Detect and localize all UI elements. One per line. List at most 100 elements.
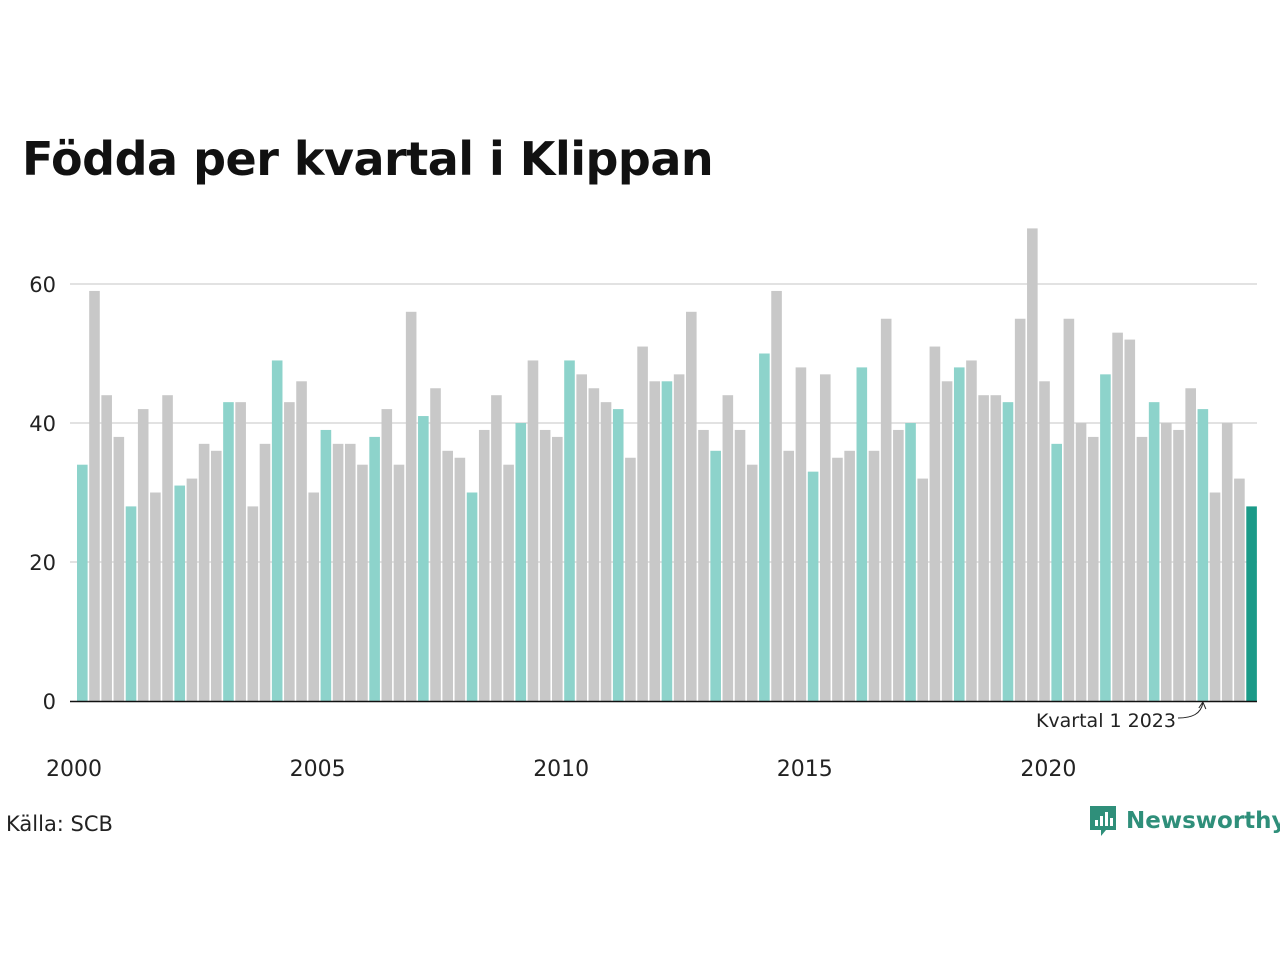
bar: [880, 318, 892, 701]
bar: [1209, 492, 1221, 701]
source-label: Källa: SCB: [6, 812, 113, 836]
y-tick-label: 60: [29, 273, 56, 297]
bar: [296, 381, 307, 701]
bar: [89, 290, 100, 701]
bar: [612, 409, 624, 701]
bar: [113, 436, 125, 701]
bar: [1124, 339, 1136, 701]
bar: [1136, 436, 1148, 701]
bar: [1051, 443, 1062, 701]
bar: [1234, 478, 1245, 701]
bar: [1112, 332, 1123, 701]
bar: [1075, 423, 1087, 701]
bar: [1148, 402, 1160, 701]
newsworthy-logo-icon: [1090, 806, 1116, 836]
bar: [150, 492, 161, 701]
bar: [673, 374, 685, 701]
bar: [686, 311, 697, 701]
bar: [698, 429, 709, 701]
bar: [405, 311, 417, 701]
bar: [259, 443, 271, 701]
chart-title: Födda per kvartal i Klippan: [22, 132, 714, 186]
newsworthy-logo[interactable]: Newsworthy: [1088, 804, 1280, 838]
bar: [771, 290, 782, 701]
bar: [637, 346, 648, 701]
bar: [722, 395, 734, 701]
bar: [369, 436, 380, 701]
bar: [734, 429, 746, 701]
brand-name: Newsworthy: [1126, 808, 1280, 834]
bar: [978, 395, 989, 701]
bar: [588, 388, 600, 701]
bar: [746, 464, 758, 701]
bar: [649, 381, 661, 701]
bar: [893, 429, 904, 701]
y-tick-label: 20: [29, 551, 56, 575]
bar: [284, 402, 295, 701]
x-tick-label: 2000: [46, 757, 102, 782]
bar: [783, 450, 795, 701]
annotation-label: Kvartal 1 2023: [1036, 710, 1176, 732]
bar: [125, 506, 137, 701]
bar: [418, 416, 429, 701]
bar: [381, 409, 393, 701]
bar: [186, 478, 198, 701]
bar: [527, 360, 539, 701]
bar: [966, 360, 977, 701]
bar: [137, 409, 149, 701]
bar: [235, 402, 246, 701]
bar: [332, 443, 344, 701]
bar: [198, 443, 210, 701]
bar: [393, 464, 405, 701]
bar: [1063, 318, 1075, 701]
bar: [1197, 409, 1209, 701]
bar: [552, 436, 563, 701]
bar: [430, 388, 441, 701]
y-tick-label: 40: [29, 412, 56, 436]
bar: [625, 457, 636, 701]
x-tick-label: 2005: [290, 757, 346, 782]
bar: [1002, 402, 1014, 701]
bar: [576, 374, 587, 701]
bar: [1221, 423, 1233, 701]
bar: [357, 464, 368, 701]
bar: [600, 402, 612, 701]
bar: [795, 367, 807, 701]
bar: [990, 395, 1002, 701]
bar-chart: 0 20 40 60 2000 2005 2010 2015 2020 Kvartal 1 202…: [29, 228, 1257, 782]
bar: [454, 457, 466, 701]
bar: [223, 402, 234, 701]
bar: [247, 506, 259, 701]
bar: [710, 450, 721, 701]
bar: [905, 423, 916, 701]
x-tick-label: 2015: [777, 757, 833, 782]
x-tick-label: 2010: [533, 757, 589, 782]
bar: [844, 450, 855, 701]
bar: [832, 457, 843, 701]
bar: [478, 429, 490, 701]
bar: [941, 381, 953, 701]
bar: [856, 367, 868, 701]
bar: [466, 492, 478, 701]
bar: [953, 367, 965, 701]
bar: [539, 429, 551, 701]
bar: [759, 353, 770, 701]
bar: [77, 464, 88, 701]
bar: [1039, 381, 1050, 701]
bar: [917, 478, 929, 701]
bar: [320, 429, 332, 701]
bar: [929, 346, 941, 701]
bar: [210, 450, 222, 701]
bar: [1161, 423, 1172, 701]
bar: [174, 485, 186, 701]
bar: [503, 464, 514, 701]
y-tick-label: 0: [43, 690, 56, 714]
bar: [1087, 436, 1099, 701]
bar: [101, 395, 112, 701]
bar: [308, 492, 320, 701]
bar: [162, 395, 173, 701]
bar: [1100, 374, 1111, 701]
bar: [1185, 388, 1196, 701]
annotation-arrowhead: [1198, 700, 1207, 710]
bar: [807, 471, 819, 701]
